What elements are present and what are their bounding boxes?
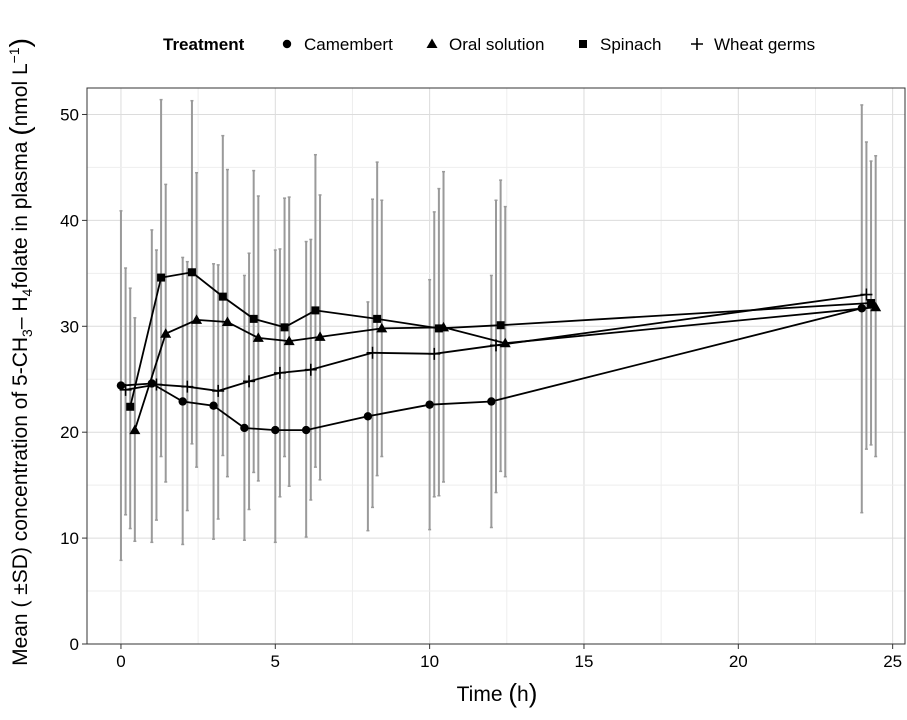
- legend-entry-spinach: Spinach: [579, 35, 661, 54]
- data-point-oral-solution: [870, 301, 882, 312]
- data-point-oral-solution: [376, 322, 388, 333]
- data-point-spinach: [187, 268, 196, 277]
- data-point-camembert: [487, 397, 496, 406]
- data-point-wheat-germs: [119, 383, 132, 396]
- plot-area: [86, 87, 906, 645]
- data-point-spinach: [867, 298, 876, 307]
- data-point-oral-solution: [252, 332, 264, 342]
- data-point-wheat-germs: [273, 366, 286, 379]
- legend-entry-wheat-germs: Wheat germs: [691, 35, 815, 54]
- legend-entry-camembert: Camembert: [282, 35, 393, 54]
- data-point-wheat-germs: [212, 384, 225, 397]
- data-point-wheat-germs: [490, 339, 502, 352]
- y-axis-title: Mean ( ±SD) concentration of 5-CH3– H4fo…: [4, 38, 35, 666]
- x-axis-ticks: 0 5 10 15 20 25: [116, 644, 902, 671]
- x-tick-label: 15: [575, 652, 594, 671]
- data-point-wheat-germs: [860, 288, 873, 301]
- y-axis-ticks: 0 10 20 30 40 50: [60, 105, 87, 654]
- data-point-camembert: [425, 400, 434, 409]
- y-tick-label: 0: [70, 635, 79, 654]
- data-point-oral-solution: [221, 316, 233, 327]
- legend-symbol-wheat-germs: [691, 38, 703, 50]
- data-point-wheat-germs: [150, 378, 163, 391]
- legend-label-oral-solution: Oral solution: [449, 35, 544, 54]
- data-point-spinach: [218, 292, 227, 301]
- data-point-oral-solution: [160, 328, 172, 338]
- x-axis-title: Time (h): [457, 678, 538, 708]
- data-point-camembert: [209, 401, 218, 410]
- legend-label-spinach: Spinach: [600, 35, 661, 54]
- data-point-spinach: [373, 314, 382, 323]
- data-point-camembert: [301, 425, 311, 435]
- data-point-oral-solution: [129, 424, 141, 435]
- data-points: [116, 268, 882, 435]
- data-point-spinach: [496, 321, 505, 330]
- y-tick-label: 20: [60, 423, 79, 442]
- data-point-camembert: [147, 379, 157, 388]
- legend: Treatment Camembert Oral solution Spinach W…: [163, 35, 815, 54]
- data-point-spinach: [249, 314, 258, 323]
- data-point-camembert: [116, 381, 126, 390]
- x-tick-label: 5: [271, 652, 280, 671]
- data-point-camembert: [271, 425, 280, 435]
- data-point-spinach: [280, 323, 289, 332]
- data-point-oral-solution: [314, 331, 326, 341]
- y-tick-label: 30: [60, 317, 79, 336]
- data-point-oral-solution: [499, 337, 511, 348]
- data-point-camembert: [363, 412, 373, 421]
- data-point-wheat-germs: [181, 380, 194, 393]
- data-point-spinach: [434, 324, 443, 333]
- data-point-wheat-germs: [243, 375, 256, 388]
- legend-symbol-spinach: [579, 40, 587, 48]
- data-point-spinach: [311, 306, 320, 315]
- x-tick-label: 10: [420, 652, 439, 671]
- data-point-wheat-germs: [304, 363, 317, 376]
- legend-title: Treatment: [163, 35, 245, 54]
- x-tick-label: 20: [729, 652, 748, 671]
- data-point-camembert: [240, 423, 249, 433]
- legend-symbol-camembert: [282, 39, 292, 49]
- data-point-camembert: [178, 397, 187, 406]
- data-point-camembert: [857, 304, 866, 313]
- data-point-wheat-germs: [366, 346, 379, 359]
- legend-label-wheat-germs: Wheat germs: [714, 35, 815, 54]
- data-point-oral-solution: [283, 335, 295, 346]
- legend-label-camembert: Camembert: [304, 35, 393, 54]
- panel-border: [86, 87, 906, 645]
- x-tick-label: 0: [116, 652, 125, 671]
- data-point-spinach: [157, 273, 166, 282]
- y-tick-label: 50: [60, 105, 79, 124]
- legend-symbol-oral-solution: [426, 38, 438, 48]
- legend-entry-oral-solution: Oral solution: [426, 35, 544, 54]
- data-point-spinach: [126, 402, 135, 411]
- y-tick-label: 40: [60, 211, 79, 230]
- x-tick-label: 25: [883, 652, 902, 671]
- axes: 0 5 10 15 20 25 0 10 20 30 40 50: [60, 105, 902, 671]
- y-tick-label: 10: [60, 529, 79, 548]
- data-point-wheat-germs: [428, 347, 441, 360]
- data-point-oral-solution: [191, 314, 203, 324]
